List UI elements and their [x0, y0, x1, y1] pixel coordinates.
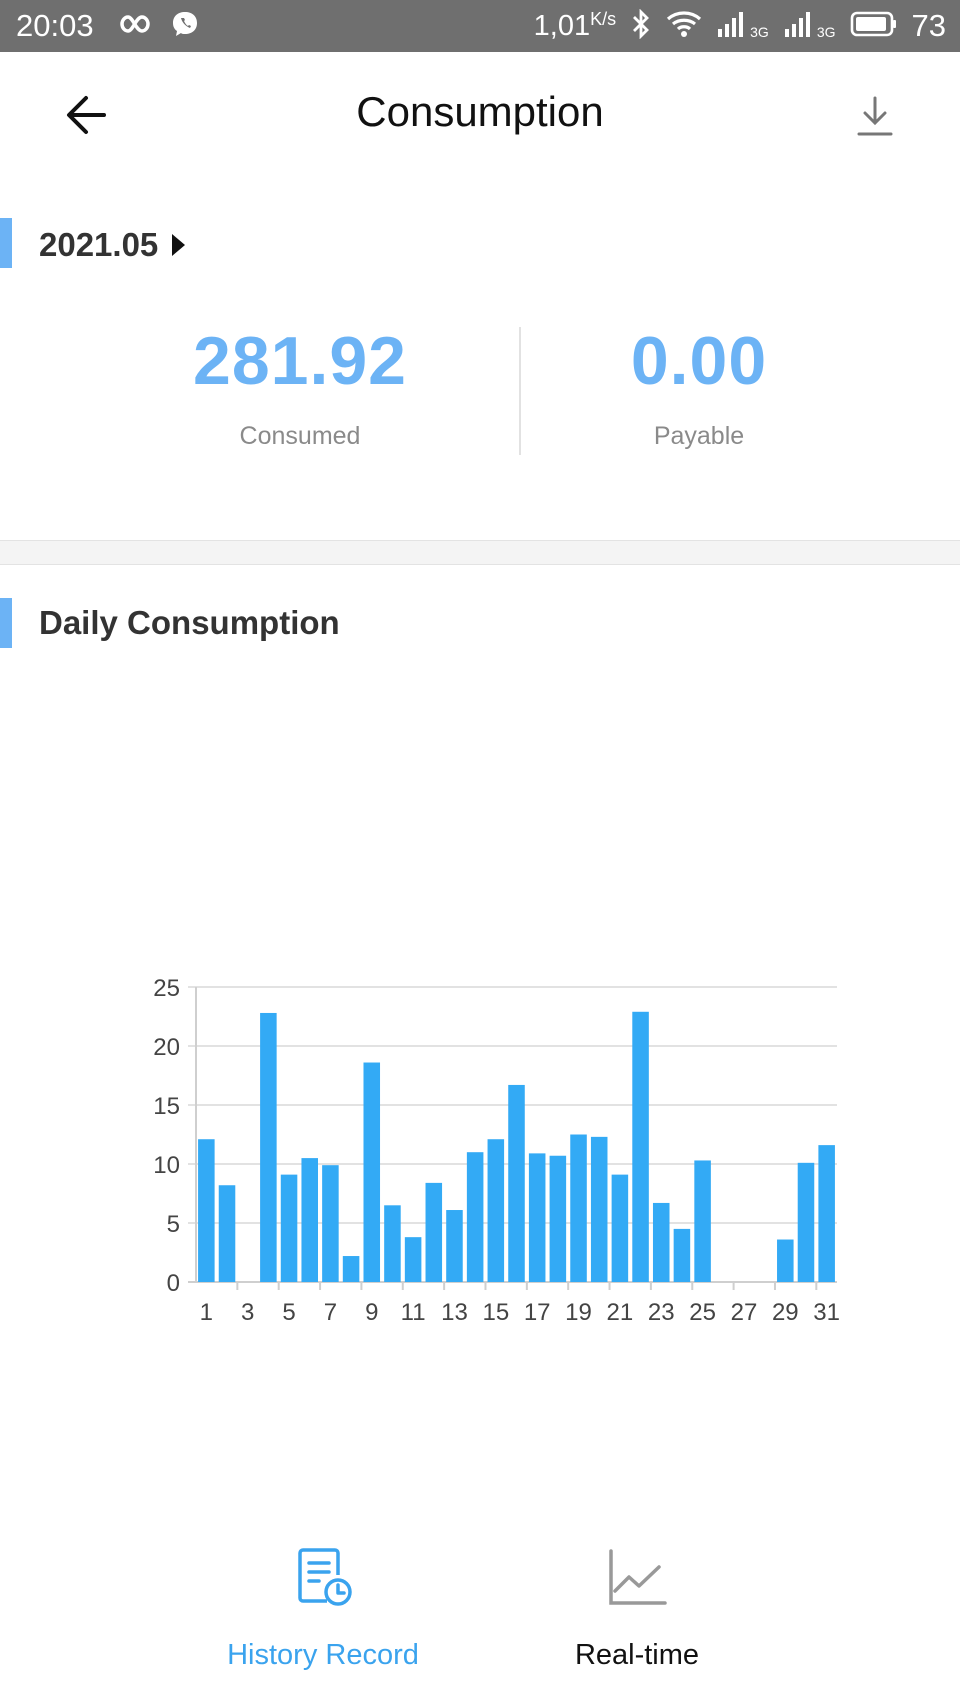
y-tick-label: 25	[153, 975, 180, 1002]
tab-real-time-label: Real-time	[574, 1639, 700, 1671]
x-tick-label: 9	[365, 1299, 378, 1326]
tab-history-record-label: History Record	[227, 1639, 419, 1671]
x-tick-label: 21	[607, 1299, 634, 1326]
payable-value: 0.00	[630, 323, 768, 399]
infinity-icon	[112, 12, 152, 41]
x-tick-label: 17	[524, 1299, 551, 1326]
x-tick-label: 19	[565, 1299, 592, 1326]
x-tick-label: 5	[282, 1299, 295, 1326]
x-tick-label: 27	[731, 1299, 758, 1326]
x-tick-label: 25	[689, 1299, 716, 1326]
bar-day-23	[652, 1202, 670, 1282]
viber-icon	[170, 9, 200, 44]
payable-stat: 0.00 Payable	[539, 322, 859, 451]
bar-day-14	[466, 1152, 484, 1282]
bar-day-20	[590, 1136, 608, 1282]
signal-icon	[716, 9, 746, 44]
bar-day-7	[322, 1165, 339, 1282]
signal-icon-2	[783, 9, 813, 44]
bar-day-5	[280, 1174, 298, 1282]
arrow-left-icon	[67, 96, 106, 134]
status-bar: 20:03 1,01K/s 3G 3G 73	[0, 0, 960, 52]
x-tick-label: 1	[200, 1299, 213, 1326]
app-header: Consumption	[0, 52, 960, 177]
section-separator	[0, 540, 960, 565]
month-section-marker	[0, 218, 12, 268]
download-button[interactable]	[850, 92, 900, 142]
bluetooth-icon	[630, 8, 652, 44]
page-title: Consumption	[356, 88, 604, 135]
bar-day-13	[446, 1210, 463, 1282]
bar-day-21	[611, 1174, 629, 1282]
y-tick-label: 10	[153, 1152, 180, 1179]
line-chart-icon	[609, 1549, 667, 1605]
x-tick-label: 3	[241, 1299, 254, 1326]
x-tick-label: 7	[324, 1299, 337, 1326]
download-icon	[857, 96, 893, 136]
bar-day-31	[818, 1145, 835, 1282]
status-time: 20:03	[16, 8, 94, 43]
tab-history-record[interactable]: History Record	[173, 1545, 473, 1672]
x-tick-label: 31	[813, 1299, 840, 1326]
consumed-label: Consumed	[239, 422, 361, 450]
bar-day-10	[384, 1205, 401, 1282]
daily-section-marker	[0, 598, 12, 648]
bar-day-11	[404, 1237, 422, 1282]
consumed-value: 281.92	[193, 323, 407, 399]
payable-label: Payable	[653, 422, 745, 450]
network-type-1: 3G	[750, 24, 769, 40]
bar-day-30	[797, 1162, 815, 1282]
battery-level: 73	[911, 8, 946, 43]
back-button[interactable]	[60, 88, 120, 142]
bar-day-24	[673, 1228, 691, 1282]
daily-consumption-title: Daily Consumption	[39, 604, 340, 641]
bar-day-15	[487, 1139, 505, 1282]
bar-day-17	[528, 1153, 546, 1282]
y-tick-label: 15	[153, 1093, 180, 1120]
y-tick-label: 5	[167, 1211, 180, 1238]
bar-day-22	[632, 1011, 649, 1282]
bar-day-25	[694, 1160, 711, 1282]
bar-day-4	[260, 1012, 277, 1282]
network-type-2: 3G	[816, 24, 836, 40]
bar-day-9	[363, 1062, 381, 1282]
bar-day-2	[218, 1185, 236, 1282]
stats-divider	[519, 327, 521, 455]
x-tick-label: 13	[441, 1299, 468, 1326]
x-tick-label: 23	[648, 1299, 675, 1326]
y-tick-label: 0	[167, 1270, 180, 1297]
bar-day-6	[301, 1158, 318, 1282]
history-record-icon	[298, 1548, 352, 1606]
battery-icon	[850, 10, 898, 43]
bar-day-18	[549, 1155, 567, 1282]
caret-right-icon	[172, 234, 186, 256]
network-speed-value: 1,01	[533, 10, 591, 42]
tab-real-time[interactable]: Real-time	[487, 1545, 787, 1672]
bar-day-19	[570, 1134, 587, 1282]
month-label: 2021.05	[39, 226, 159, 263]
x-tick-label: 11	[401, 1299, 426, 1326]
bar-day-8	[342, 1256, 360, 1282]
wifi-icon	[666, 9, 702, 44]
bar-day-16	[508, 1084, 525, 1282]
x-tick-label: 29	[772, 1299, 799, 1326]
x-tick-label: 15	[482, 1299, 509, 1326]
network-speed: 1,01K/s	[534, 9, 616, 43]
network-speed-unit: K/s	[590, 9, 617, 29]
month-selector[interactable]: 2021.05	[39, 220, 186, 270]
bar-day-12	[425, 1182, 443, 1282]
bar-day-1	[198, 1139, 215, 1282]
y-tick-label: 20	[153, 1034, 180, 1061]
bar-day-29	[777, 1239, 794, 1282]
consumed-stat: 281.92 Consumed	[140, 322, 460, 451]
